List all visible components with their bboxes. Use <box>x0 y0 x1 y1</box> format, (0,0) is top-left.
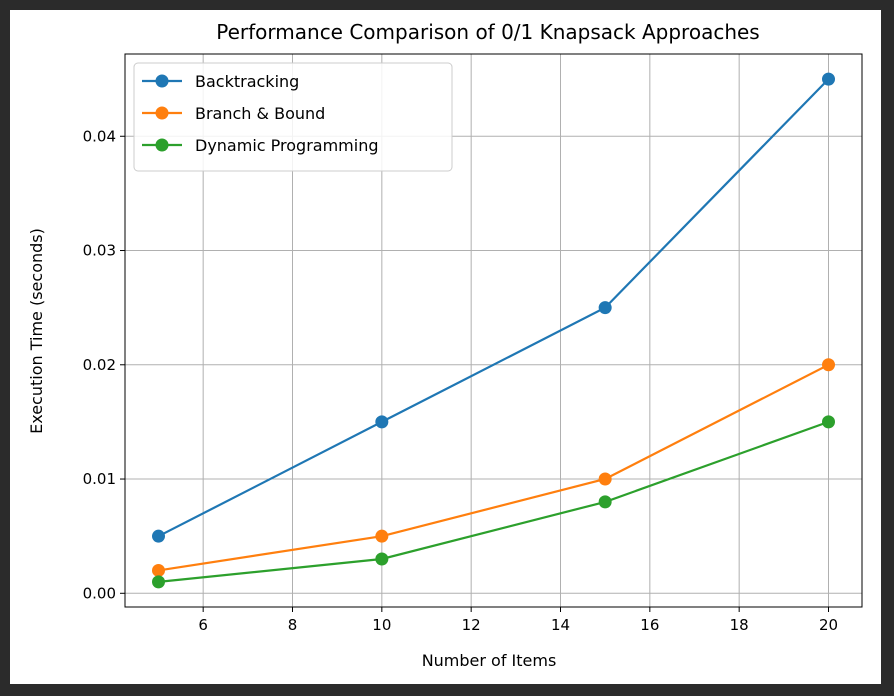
x-tick-label: 20 <box>819 616 838 634</box>
data-point <box>152 529 165 543</box>
legend-item: Dynamic Programming <box>142 136 378 155</box>
plot-area <box>124 53 863 608</box>
y-tick-label: 0.02 <box>83 356 116 374</box>
y-axis-label: Execution Time (seconds) <box>27 228 46 434</box>
x-axis-label: Number of Items <box>422 651 557 670</box>
chart-title: Performance Comparison of 0/1 Knapsack A… <box>216 20 759 44</box>
x-tick-label: 12 <box>462 616 481 634</box>
legend-label: Backtracking <box>195 72 299 91</box>
data-point <box>598 301 612 315</box>
y-axis: 0.00 0.01 0.02 0.03 0.04 <box>83 127 125 602</box>
data-point <box>822 415 835 429</box>
y-tick-label: 0.04 <box>83 127 116 145</box>
x-tick-label: 8 <box>288 616 298 634</box>
series <box>152 415 835 589</box>
y-tick-label: 0.03 <box>83 242 116 260</box>
series <box>152 72 835 543</box>
x-tick-label: 6 <box>198 616 208 634</box>
y-tick-label: 0.01 <box>83 470 116 488</box>
line-chart: Performance Comparison of 0/1 Knapsack A… <box>27 20 863 670</box>
x-tick-label: 18 <box>730 616 749 634</box>
data-point <box>598 472 612 486</box>
legend-marker <box>155 106 169 120</box>
x-tick-label: 16 <box>640 616 659 634</box>
data-point <box>375 529 389 543</box>
legend-item: Backtracking <box>142 72 299 91</box>
x-tick-label: 10 <box>372 616 391 634</box>
legend-marker <box>155 138 169 152</box>
chart-frame: Performance Comparison of 0/1 Knapsack A… <box>10 10 881 684</box>
series-line <box>157 78 830 538</box>
legend-box <box>133 62 453 172</box>
series-layer <box>152 72 835 589</box>
legend-marker <box>155 74 169 88</box>
data-point <box>598 495 612 509</box>
legend-label: Dynamic Programming <box>195 136 378 155</box>
data-point <box>822 358 835 372</box>
y-tick-label: 0.00 <box>83 584 116 602</box>
data-point <box>375 552 389 566</box>
legend-label: Branch & Bound <box>195 104 325 123</box>
x-tick-label: 14 <box>551 616 570 634</box>
series-line <box>158 420 829 583</box>
series <box>152 358 835 577</box>
data-point <box>152 575 165 589</box>
data-point <box>375 415 389 429</box>
legend: Backtracking Branch & Bound Dynamic Progra… <box>133 62 453 172</box>
series-line <box>158 363 830 572</box>
legend-item: Branch & Bound <box>142 104 325 123</box>
data-point <box>152 563 165 577</box>
x-axis: 6 8 10 12 14 16 18 20 <box>198 607 838 634</box>
data-point <box>822 72 835 86</box>
